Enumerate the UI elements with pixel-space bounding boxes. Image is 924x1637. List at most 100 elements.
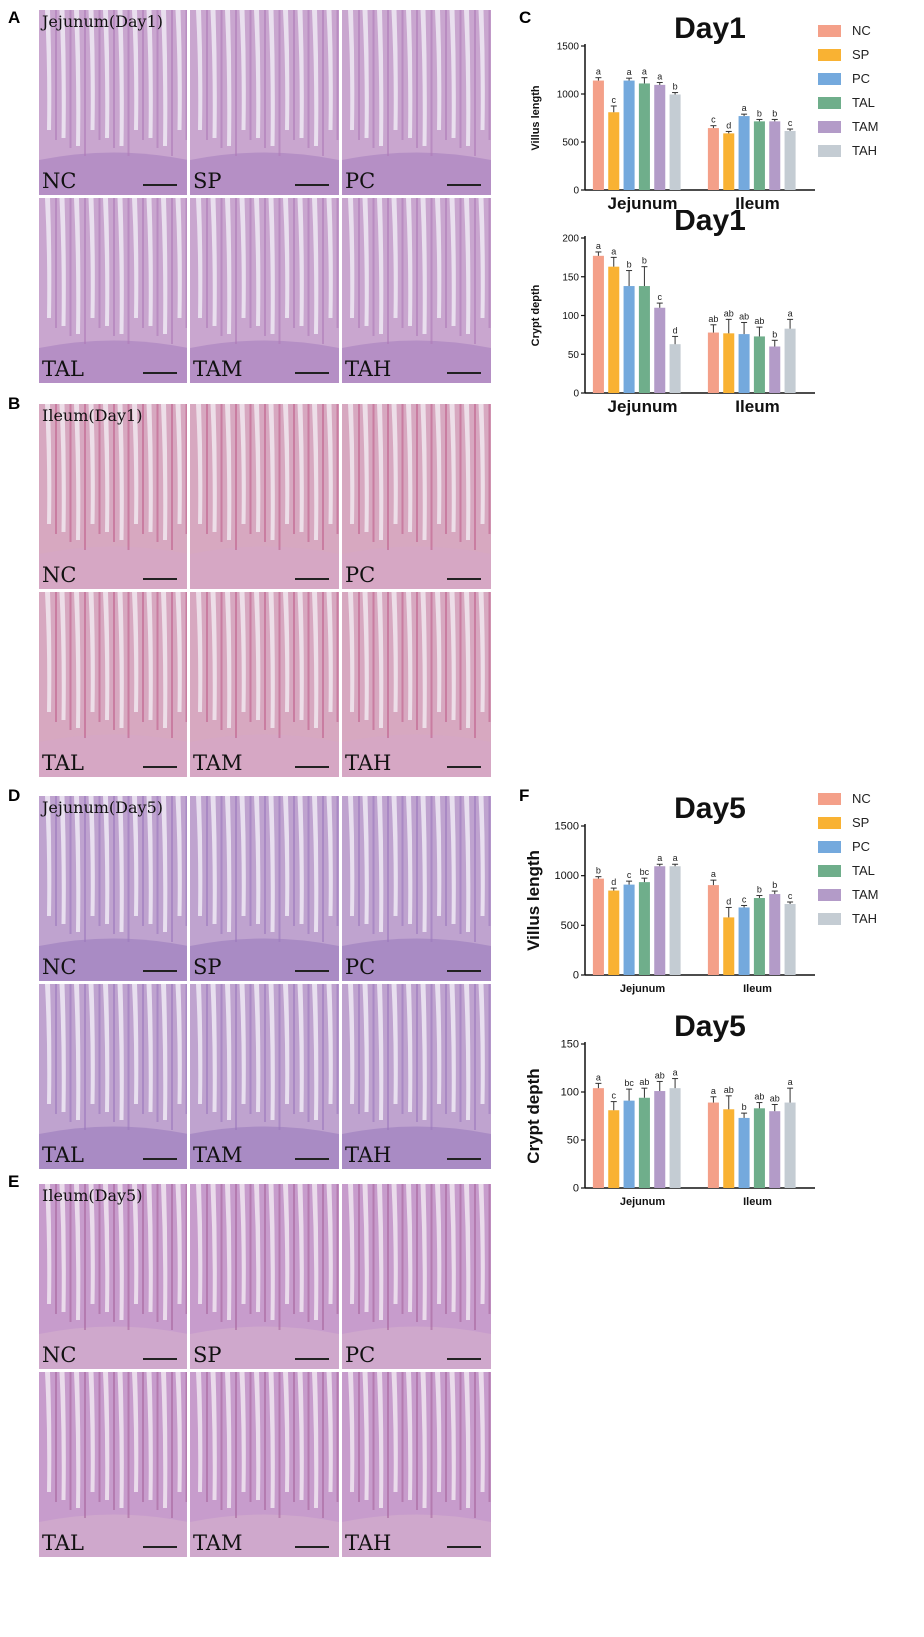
group-label: TAL [42, 751, 84, 775]
bar [669, 1088, 681, 1188]
significance-letter: ab [708, 314, 718, 324]
significance-letter: a [627, 67, 632, 77]
bar [707, 332, 719, 393]
panel-letter-f: F [519, 786, 530, 805]
bar [753, 121, 765, 190]
tissue-illustration [342, 198, 491, 383]
significance-letter: c [612, 1091, 617, 1101]
group-label: SP [193, 169, 222, 193]
scale-bar [295, 970, 329, 972]
bar [623, 884, 635, 975]
y-tick-label: 500 [562, 138, 579, 149]
significance-letter: c [788, 118, 793, 128]
legend-swatch [818, 841, 841, 853]
significance-letter: ab [639, 1077, 649, 1087]
bar [784, 903, 796, 975]
group-label: TAL [42, 357, 84, 381]
group-label: TAM [193, 1143, 243, 1167]
histology-image: PC [342, 1184, 491, 1369]
significance-letter: c [612, 95, 617, 105]
scale-bar [295, 578, 329, 580]
significance-letter: c [788, 891, 793, 901]
y-axis-label: Crypt depth [530, 284, 542, 346]
bar [753, 336, 765, 393]
significance-letter: a [742, 103, 747, 113]
y-tick-label: 500 [561, 920, 579, 932]
bar [623, 80, 635, 190]
bar [723, 333, 735, 393]
bar [784, 130, 796, 190]
significance-letter: c [627, 870, 632, 880]
bar [669, 94, 681, 190]
category-label: Jejunum [620, 983, 665, 995]
significance-letter: a [788, 308, 793, 318]
bar [654, 307, 666, 393]
scale-bar [143, 766, 177, 768]
group-label: NC [42, 1343, 77, 1367]
tissue-illustration [342, 1184, 491, 1369]
legend-swatch [818, 865, 841, 877]
panel-letter-d: D [8, 786, 21, 805]
panel-letter-b: B [8, 394, 21, 413]
legend-label: NC [852, 23, 871, 38]
significance-letter: a [611, 246, 616, 256]
significance-letter: b [757, 885, 762, 895]
histology-image: TAM [190, 592, 339, 777]
scale-bar [295, 766, 329, 768]
group-label: SP [193, 1343, 222, 1367]
scale-bar [143, 184, 177, 186]
tissue-illustration [39, 592, 187, 777]
significance-letter: b [673, 82, 678, 92]
histology-image: TAL [39, 592, 187, 777]
significance-letter: b [772, 329, 777, 339]
significance-letter: ab [770, 1093, 780, 1103]
bar [784, 1102, 796, 1188]
legend-label: PC [852, 71, 871, 86]
bar [707, 885, 719, 975]
legend-swatch [818, 913, 841, 925]
chart-title: Day1 [674, 12, 746, 45]
bar [638, 83, 650, 190]
y-tick-label: 1500 [555, 821, 579, 833]
group-label: TAH [345, 357, 392, 381]
legend-swatch [818, 121, 841, 133]
bar [654, 866, 666, 975]
bar [738, 907, 750, 975]
bar [723, 1109, 735, 1188]
bar [769, 1111, 781, 1188]
y-tick-label: 100 [561, 1087, 579, 1099]
tissue-illustration [190, 404, 339, 589]
significance-letter: ab [754, 1092, 764, 1102]
tissue-illustration [190, 592, 339, 777]
scale-bar [295, 1546, 329, 1548]
bar [738, 116, 750, 190]
significance-letter: d [726, 896, 731, 906]
panel-letter-e: E [8, 1172, 20, 1191]
tissue-illustration [342, 592, 491, 777]
group-label: TAH [345, 751, 392, 775]
histology-image: SP [190, 1184, 339, 1369]
scale-bar [447, 372, 481, 374]
group-label: PC [345, 169, 376, 193]
histology-grid-e: Ileum(Day5) NC SP PC TAL TAM TAH [39, 1184, 491, 1557]
histology-image [190, 404, 339, 589]
scale-bar [447, 766, 481, 768]
significance-letter: a [711, 1086, 716, 1096]
category-label: Ileum [743, 1196, 772, 1208]
bar [738, 334, 750, 393]
histology-image: TAM [190, 1372, 339, 1557]
group-label: PC [345, 563, 376, 587]
bar [738, 1117, 750, 1188]
significance-letter: a [673, 1068, 678, 1078]
bar [623, 1100, 635, 1188]
bar [592, 255, 604, 393]
group-label: SP [193, 955, 222, 979]
legend-label: TAH [852, 143, 878, 158]
y-tick-label: 200 [562, 234, 579, 245]
histology-grid-d: Jejunum(Day5) NC SP PC TAL TAM TAH [39, 796, 491, 1169]
chart-title: Day1 [674, 210, 746, 237]
scale-bar [447, 1546, 481, 1548]
significance-letter: ab [724, 308, 734, 318]
histology-image: TAM [190, 198, 339, 383]
